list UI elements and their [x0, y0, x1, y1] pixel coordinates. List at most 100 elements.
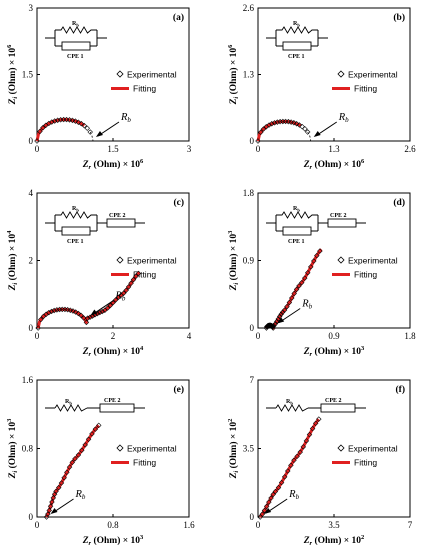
x-axis-label: Zr (Ohm) × 103: [82, 534, 144, 547]
circuit-rb-main: R: [65, 399, 70, 405]
experimental-point: [309, 425, 316, 432]
y-tick-label: 4: [29, 188, 34, 198]
legend-label-fitting: Fitting: [354, 84, 377, 94]
y-axis-label-sub: i: [233, 471, 240, 473]
x-axis-label-tail: (Ohm) × 10: [312, 346, 361, 357]
y-tick-label: 0: [250, 323, 255, 333]
x-axis-label-main: Z: [82, 160, 89, 170]
experimental-point: [70, 308, 76, 314]
y-axis-label: Zi (Ohm) × 102: [227, 419, 240, 480]
legend-marker-experimental: [116, 444, 124, 452]
rb-annotation: Rb: [288, 489, 299, 501]
rb-annotation: Rb: [338, 112, 349, 124]
legend-label-experimental: Experimental: [127, 444, 177, 454]
circuit-rb-main: R: [293, 21, 298, 27]
experimental-point: [299, 123, 305, 130]
panel-letter: (b): [393, 12, 405, 23]
circuit-cpe1-label: CPE 1: [67, 239, 84, 245]
experimental-point: [263, 503, 270, 510]
circuit-rb-label: Rb: [286, 399, 293, 406]
experimental-point: [46, 309, 52, 316]
experimental-point: [47, 503, 54, 510]
x-axis-label-sub: r: [310, 164, 313, 171]
x-tick-label: 1.3: [328, 144, 340, 154]
x-tick-label: 1.5: [107, 144, 119, 154]
experimental-point: [293, 286, 300, 293]
experimental-point: [107, 302, 114, 309]
fitting-line: [264, 248, 323, 330]
rb-annotation: Rb: [114, 291, 125, 303]
y-axis-label-main: Z: [229, 98, 239, 105]
experimental-point: [34, 138, 40, 144]
experimental-point: [308, 264, 314, 270]
y-tick-label: 0: [29, 136, 34, 146]
experimental-point: [289, 295, 295, 301]
y-axis-label-exp: 4: [6, 230, 13, 234]
experimental-point: [306, 431, 313, 438]
experimental-point: [45, 511, 51, 517]
y-axis-label-exp: 6: [6, 44, 13, 48]
x-tick-label: 0: [256, 520, 261, 530]
resistor-rb: [276, 26, 318, 34]
experimental-point: [48, 308, 55, 315]
experimental-point: [46, 507, 52, 514]
experimental-point: [281, 307, 288, 313]
experimental-point: [49, 499, 55, 505]
y-tick-label: 1.5: [22, 70, 34, 80]
experimental-point: [49, 119, 55, 125]
x-axis-label-exp: 3: [140, 534, 144, 541]
experimental-point: [128, 280, 134, 287]
x-axis-label: Zr (Ohm) × 104: [82, 345, 144, 358]
circuit-rb-label: Rb: [72, 21, 79, 28]
experimental-point: [83, 319, 90, 326]
experimental-point: [303, 438, 310, 444]
experimental-point: [269, 121, 275, 127]
experimental-point: [104, 305, 111, 311]
panel-letter: (d): [393, 197, 405, 208]
rb-arrow-head: [277, 317, 285, 324]
experimental-point: [87, 129, 93, 135]
experimental-point: [316, 416, 322, 422]
experimental-point: [66, 464, 73, 470]
y-axis-label-sub: i: [12, 283, 19, 285]
circuit-cpe2-label: CPE 2: [330, 213, 347, 219]
rb-arrow-head: [50, 508, 58, 514]
x-axis-label-exp: 6: [361, 158, 365, 165]
x-tick-label: 0.9: [328, 331, 340, 341]
resistor-rb: [55, 26, 97, 34]
x-tick-label: 7: [408, 520, 413, 530]
rb-annotation-sub: b: [345, 116, 349, 124]
experimental-point: [266, 499, 272, 505]
experimental-point: [277, 118, 283, 125]
x-axis-label-tail: (Ohm) × 10: [312, 535, 361, 546]
experimental-point: [278, 311, 284, 317]
y-tick-label: 0: [250, 512, 255, 522]
experimental-point: [89, 431, 95, 437]
y-axis-label-main: Z: [8, 284, 18, 291]
experimental-point: [53, 488, 59, 495]
y-axis-label-sub: i: [12, 97, 19, 99]
rb-arrow-head: [95, 131, 103, 137]
y-tick-label: 0.8: [22, 444, 34, 454]
y-tick-label: 0: [250, 136, 255, 146]
experimental-point: [82, 442, 88, 448]
circuit-rb-main: R: [286, 399, 291, 405]
experimental-point: [85, 436, 92, 443]
experimental-point: [75, 119, 82, 125]
y-axis-label: Zi (Ohm) × 103: [227, 230, 240, 292]
panel-letter: (a): [173, 12, 184, 23]
experimental-point: [272, 321, 279, 327]
y-tick-label: 1.6: [22, 375, 34, 385]
cpe2-element: [99, 403, 135, 413]
resistor-rb: [55, 211, 97, 219]
rb-arrow-head: [264, 508, 272, 514]
x-axis-label: Zr (Ohm) × 102: [303, 534, 365, 547]
cpe1-element: [282, 41, 312, 51]
y-axis-label-sub: i: [233, 97, 240, 99]
experimental-point: [72, 456, 78, 462]
circuit-rb-sub: b: [290, 401, 293, 406]
experimental-point: [58, 480, 65, 486]
experimental-point: [268, 495, 274, 501]
y-axis-label-main: Z: [229, 472, 239, 479]
